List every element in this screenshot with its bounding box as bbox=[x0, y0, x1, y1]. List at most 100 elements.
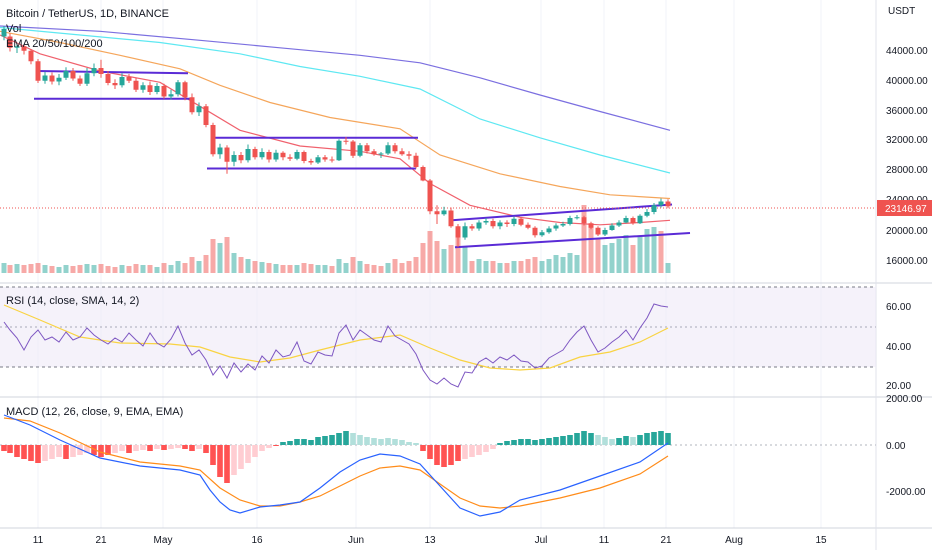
candle-body bbox=[602, 230, 608, 235]
x-tick-may: May bbox=[154, 535, 173, 546]
macd-hist-bar-50 bbox=[350, 433, 356, 445]
macd-hist-bar-73 bbox=[511, 440, 517, 445]
candle-body bbox=[105, 74, 111, 83]
last-price-badge bbox=[877, 200, 932, 216]
ema-indicator-label[interactable]: EMA 20/50/100/200 bbox=[6, 38, 103, 50]
macd-hist-bar-57 bbox=[399, 440, 405, 445]
x-tick-13: 13 bbox=[424, 535, 436, 546]
macd-hist-bar-70 bbox=[490, 445, 496, 449]
macd-hist-bar-64 bbox=[448, 445, 454, 465]
candle-body bbox=[98, 68, 104, 74]
macd-hist-bar-85 bbox=[595, 435, 601, 445]
macd-hist-bar-83 bbox=[581, 431, 587, 445]
volume-bar-36 bbox=[252, 261, 258, 273]
candle-body bbox=[658, 201, 664, 206]
macd-hist-bar-17 bbox=[119, 445, 125, 451]
candle-body bbox=[175, 82, 181, 95]
candle-body bbox=[126, 77, 132, 81]
macd-hist-bar-42 bbox=[294, 439, 300, 445]
candle-39 bbox=[273, 149, 279, 162]
price-tick-28000: 28000.00 bbox=[886, 165, 928, 176]
chart-legend[interactable]: Bitcoin / TetherUS, 1D, BINANCE Vol EMA … bbox=[6, 8, 169, 50]
candle-body bbox=[420, 167, 426, 181]
macd-hist-bar-11 bbox=[77, 445, 83, 455]
volume-bar-79 bbox=[553, 255, 559, 273]
volume-bar-30 bbox=[210, 239, 216, 273]
candle-65 bbox=[455, 224, 461, 248]
volume-bar-34 bbox=[238, 257, 244, 273]
time-axis[interactable]: 11 21 May 16 Jun 13 Jul 11 21 Aug 15 bbox=[33, 535, 827, 546]
candle-61 bbox=[427, 179, 433, 215]
candle-66 bbox=[462, 222, 468, 240]
candle-body bbox=[231, 155, 237, 162]
candle-44 bbox=[308, 158, 314, 165]
volume-bar-42 bbox=[294, 265, 300, 273]
volume-bar-28 bbox=[196, 261, 202, 273]
candle-49 bbox=[343, 137, 349, 145]
candle-4 bbox=[28, 49, 34, 65]
macd-hist-bar-88 bbox=[616, 438, 622, 445]
candle-body bbox=[406, 154, 412, 156]
volume-bar-29 bbox=[203, 255, 209, 273]
candle-body bbox=[70, 71, 76, 79]
vol-indicator-label[interactable]: Vol bbox=[6, 23, 21, 35]
volume-bar-93 bbox=[651, 227, 657, 273]
macd-pane[interactable]: MACD (12, 26, close, 9, EMA, EMA) 2000.0… bbox=[0, 394, 926, 517]
candle-body bbox=[224, 147, 230, 162]
candle-93 bbox=[651, 203, 657, 215]
trendline-4 bbox=[451, 203, 673, 222]
macd-hist-bar-30 bbox=[210, 445, 216, 465]
volume-bar-4 bbox=[28, 264, 34, 273]
macd-hist-bar-41 bbox=[287, 441, 293, 445]
candle-53 bbox=[371, 149, 377, 156]
candle-1 bbox=[7, 33, 13, 52]
macd-hist-bar-94 bbox=[658, 431, 664, 445]
volume-bar-13 bbox=[91, 265, 97, 273]
candle-body bbox=[322, 157, 328, 160]
price-tick-36000: 36000.00 bbox=[886, 106, 928, 117]
candle-body bbox=[49, 75, 55, 82]
candle-body bbox=[637, 215, 643, 224]
price-axis[interactable]: USDT 44000.00 40000.00 36000.00 32000.00… bbox=[877, 6, 932, 267]
trendlines[interactable] bbox=[34, 70, 691, 249]
volume-bar-14 bbox=[98, 264, 104, 273]
candle-60 bbox=[420, 165, 426, 182]
macd-hist-bar-20 bbox=[140, 445, 146, 450]
candle-3 bbox=[21, 44, 27, 55]
ema-line-ema-20 bbox=[0, 34, 671, 226]
macd-label[interactable]: MACD (12, 26, close, 9, EMA, EMA) bbox=[6, 406, 183, 418]
candle-45 bbox=[315, 155, 321, 164]
volume-bar-53 bbox=[371, 265, 377, 273]
rsi-label[interactable]: RSI (14, close, SMA, 14, 2) bbox=[6, 295, 139, 307]
candle-30 bbox=[210, 122, 216, 157]
candle-42 bbox=[294, 149, 300, 161]
volume-bar-7 bbox=[49, 266, 55, 273]
rsi-pane[interactable]: RSI (14, close, SMA, 14, 2) 60.00 40.00 … bbox=[0, 286, 911, 392]
candle-body bbox=[140, 85, 146, 90]
candle-51 bbox=[357, 143, 363, 158]
volume-bar-25 bbox=[175, 261, 181, 273]
macd-hist-bar-45 bbox=[315, 437, 321, 445]
candle-body bbox=[252, 149, 258, 158]
macd-hist-bar-34 bbox=[238, 445, 244, 469]
volume-bar-12 bbox=[84, 264, 90, 273]
symbol-title[interactable]: Bitcoin / TetherUS, 1D, BINANCE bbox=[6, 8, 169, 20]
candle-87 bbox=[609, 223, 615, 231]
macd-hist-bar-4 bbox=[28, 445, 34, 461]
candle-57 bbox=[399, 148, 405, 156]
candle-body bbox=[287, 157, 293, 159]
candle-body bbox=[266, 152, 272, 160]
candle-body bbox=[350, 141, 356, 156]
macd-hist-bar-53 bbox=[371, 438, 377, 445]
candle-27 bbox=[189, 93, 195, 115]
candle-24 bbox=[168, 89, 174, 100]
candle-body bbox=[462, 226, 468, 238]
candle-10 bbox=[70, 68, 76, 81]
price-pane[interactable] bbox=[0, 25, 876, 273]
ema-line-ema-200 bbox=[0, 25, 671, 131]
candle-body bbox=[329, 159, 335, 161]
volume-bar-73 bbox=[511, 261, 517, 273]
macd-hist-bar-6 bbox=[42, 445, 48, 461]
